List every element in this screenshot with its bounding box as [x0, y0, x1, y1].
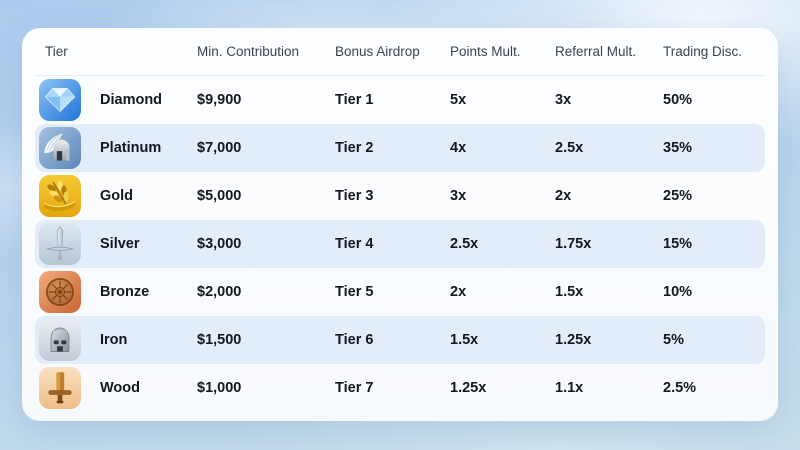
table-row-diamond: Diamond $9,900 Tier 1 5x 3x 50%	[35, 76, 765, 124]
bonus-airdrop-value: Tier 3	[335, 188, 374, 204]
referral-mult-value: 1.1x	[555, 380, 584, 396]
referral-mult-value: 2.5x	[555, 140, 584, 156]
tier-cell: Silver	[35, 223, 197, 265]
referral-mult-value: 2x	[555, 188, 572, 204]
tier-name: Platinum	[100, 140, 162, 156]
tier-name: Wood	[100, 380, 140, 396]
min-contribution-value: $5,000	[197, 188, 242, 204]
table-row-silver: Silver $3,000 Tier 4 2.5x 1.75x 15%	[35, 220, 765, 268]
tier-cell: Bronze	[35, 271, 197, 313]
bonus-airdrop-value: Tier 4	[335, 236, 374, 252]
column-header-bonus-airdrop: Bonus Airdrop	[335, 44, 420, 59]
points-mult-value: 1.25x	[450, 380, 487, 396]
trading-disc-value: 5%	[663, 332, 684, 348]
iron-helmet-icon	[39, 319, 81, 361]
column-header-referral-mult: Referral Mult.	[555, 44, 637, 59]
table-row-bronze: Bronze $2,000 Tier 5 2x 1.5x 10%	[35, 268, 765, 316]
bonus-airdrop-value: Tier 6	[335, 332, 374, 348]
points-mult-value: 1.5x	[450, 332, 479, 348]
column-header-min-contribution: Min. Contribution	[197, 44, 300, 59]
referral-mult-value: 3x	[555, 92, 572, 108]
table-body: Diamond $9,900 Tier 1 5x 3x 50%	[22, 76, 778, 412]
min-contribution-value: $9,900	[197, 92, 242, 108]
trading-disc-value: 10%	[663, 284, 693, 300]
tier-cell: Wood	[35, 367, 197, 409]
tier-name: Gold	[100, 188, 134, 204]
tier-name: Bronze	[100, 284, 150, 300]
tier-name: Diamond	[100, 92, 163, 108]
bonus-airdrop-value: Tier 2	[335, 140, 374, 156]
trading-disc-value: 25%	[663, 188, 693, 204]
table-row-gold: Gold $5,000 Tier 3 3x 2x 25%	[35, 172, 765, 220]
min-contribution-value: $7,000	[197, 140, 242, 156]
bonus-airdrop-value: Tier 7	[335, 380, 374, 396]
points-mult-value: 2.5x	[450, 236, 479, 252]
bronze-shield-icon	[39, 271, 81, 313]
wood-sword-icon	[39, 367, 81, 409]
tier-table-card: Tier Min. Contribution Bonus Airdrop Poi…	[22, 28, 778, 421]
tier-cell: Diamond	[35, 79, 197, 121]
points-mult-value: 5x	[450, 92, 467, 108]
column-header-points-mult: Points Mult.	[450, 44, 521, 59]
platinum-winged-helmet-icon	[39, 127, 81, 169]
gold-laurel-wreath-icon	[39, 175, 81, 217]
min-contribution-value: $1,000	[197, 380, 242, 396]
points-mult-value: 4x	[450, 140, 467, 156]
tier-cell: Platinum	[35, 127, 197, 169]
referral-mult-value: 1.75x	[555, 236, 592, 252]
points-mult-value: 2x	[450, 284, 467, 300]
min-contribution-value: $3,000	[197, 236, 242, 252]
table-header: Tier Min. Contribution Bonus Airdrop Poi…	[35, 28, 765, 76]
tier-name: Silver	[100, 236, 140, 252]
bonus-airdrop-value: Tier 1	[335, 92, 374, 108]
column-header-trading-disc: Trading Disc.	[663, 44, 743, 59]
column-header-tier: Tier	[45, 44, 68, 59]
trading-disc-value: 50%	[663, 92, 693, 108]
trading-disc-value: 35%	[663, 140, 693, 156]
trading-disc-value: 2.5%	[663, 380, 697, 396]
referral-mult-value: 1.5x	[555, 284, 584, 300]
points-mult-value: 3x	[450, 188, 467, 204]
bonus-airdrop-value: Tier 5	[335, 284, 374, 300]
table-row-iron: Iron $1,500 Tier 6 1.5x 1.25x 5%	[35, 316, 765, 364]
silver-sword-icon	[39, 223, 81, 265]
trading-disc-value: 15%	[663, 236, 693, 252]
referral-mult-value: 1.25x	[555, 332, 592, 348]
tier-name: Iron	[100, 332, 128, 348]
min-contribution-value: $2,000	[197, 284, 242, 300]
table-row-platinum: Platinum $7,000 Tier 2 4x 2.5x 35%	[35, 124, 765, 172]
diamond-icon	[39, 79, 81, 121]
tier-cell: Gold	[35, 175, 197, 217]
min-contribution-value: $1,500	[197, 332, 242, 348]
tier-cell: Iron	[35, 319, 197, 361]
table-row-wood: Wood $1,000 Tier 7 1.25x 1.1x 2.5%	[35, 364, 765, 412]
